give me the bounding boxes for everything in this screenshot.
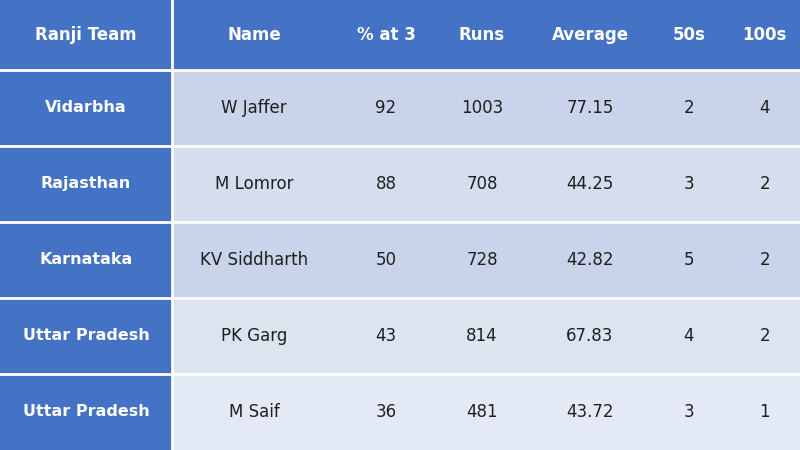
Bar xyxy=(726,374,800,450)
Bar xyxy=(336,70,436,146)
Bar xyxy=(652,374,726,450)
Bar xyxy=(436,374,528,450)
Text: 4: 4 xyxy=(759,99,770,117)
Bar xyxy=(528,0,652,70)
Text: 814: 814 xyxy=(466,327,498,345)
Bar xyxy=(0,298,172,374)
Text: 2: 2 xyxy=(683,99,694,117)
Text: 4: 4 xyxy=(683,327,694,345)
Bar xyxy=(436,0,528,70)
Text: M Saif: M Saif xyxy=(229,403,279,421)
Bar xyxy=(0,374,172,450)
Text: 1: 1 xyxy=(759,403,770,421)
Text: 5: 5 xyxy=(683,251,694,269)
Text: Uttar Pradesh: Uttar Pradesh xyxy=(22,328,150,343)
Text: Name: Name xyxy=(227,26,281,44)
Bar xyxy=(436,70,528,146)
Bar xyxy=(172,222,336,298)
Bar xyxy=(436,298,528,374)
Bar xyxy=(0,0,172,70)
Text: KV Siddharth: KV Siddharth xyxy=(200,251,308,269)
Text: 88: 88 xyxy=(375,175,397,193)
Text: 1003: 1003 xyxy=(461,99,503,117)
Bar xyxy=(172,146,336,222)
Bar xyxy=(0,222,172,298)
Bar xyxy=(528,374,652,450)
Text: 2: 2 xyxy=(759,327,770,345)
Text: 43.72: 43.72 xyxy=(566,403,614,421)
Bar xyxy=(0,70,172,146)
Text: 50s: 50s xyxy=(672,26,706,44)
Text: 67.83: 67.83 xyxy=(566,327,614,345)
Bar xyxy=(652,146,726,222)
Bar xyxy=(336,374,436,450)
Bar xyxy=(336,0,436,70)
Bar xyxy=(336,146,436,222)
Text: Karnataka: Karnataka xyxy=(39,252,133,267)
Text: 92: 92 xyxy=(375,99,397,117)
Bar xyxy=(172,374,336,450)
Bar xyxy=(652,298,726,374)
Text: 481: 481 xyxy=(466,403,498,421)
Bar xyxy=(726,146,800,222)
Bar xyxy=(172,0,336,70)
Text: Ranji Team: Ranji Team xyxy=(35,26,137,44)
Text: 36: 36 xyxy=(375,403,397,421)
Text: 50: 50 xyxy=(375,251,397,269)
Bar xyxy=(528,146,652,222)
Text: Runs: Runs xyxy=(459,26,505,44)
Bar xyxy=(652,70,726,146)
Text: 2: 2 xyxy=(759,175,770,193)
Bar xyxy=(528,70,652,146)
Bar xyxy=(436,146,528,222)
Text: Vidarbha: Vidarbha xyxy=(45,100,127,115)
Text: Uttar Pradesh: Uttar Pradesh xyxy=(22,405,150,419)
Text: 43: 43 xyxy=(375,327,397,345)
Text: 728: 728 xyxy=(466,251,498,269)
Text: 42.82: 42.82 xyxy=(566,251,614,269)
Text: 44.25: 44.25 xyxy=(566,175,614,193)
Bar xyxy=(436,222,528,298)
Bar xyxy=(0,146,172,222)
Text: 2: 2 xyxy=(759,251,770,269)
Bar xyxy=(528,222,652,298)
Bar xyxy=(172,298,336,374)
Bar xyxy=(726,222,800,298)
Bar xyxy=(726,70,800,146)
Text: M Lomror: M Lomror xyxy=(214,175,294,193)
Text: W Jaffer: W Jaffer xyxy=(221,99,287,117)
Text: 3: 3 xyxy=(683,175,694,193)
Bar xyxy=(652,222,726,298)
Bar xyxy=(726,0,800,70)
Bar xyxy=(652,0,726,70)
Bar xyxy=(172,70,336,146)
Text: 708: 708 xyxy=(466,175,498,193)
Text: 77.15: 77.15 xyxy=(566,99,614,117)
Text: 100s: 100s xyxy=(742,26,787,44)
Text: % at 3: % at 3 xyxy=(357,26,415,44)
Bar xyxy=(336,298,436,374)
Bar xyxy=(336,222,436,298)
Text: Average: Average xyxy=(551,26,629,44)
Bar xyxy=(726,298,800,374)
Text: PK Garg: PK Garg xyxy=(221,327,287,345)
Bar xyxy=(528,298,652,374)
Text: Rajasthan: Rajasthan xyxy=(41,176,131,191)
Text: 3: 3 xyxy=(683,403,694,421)
